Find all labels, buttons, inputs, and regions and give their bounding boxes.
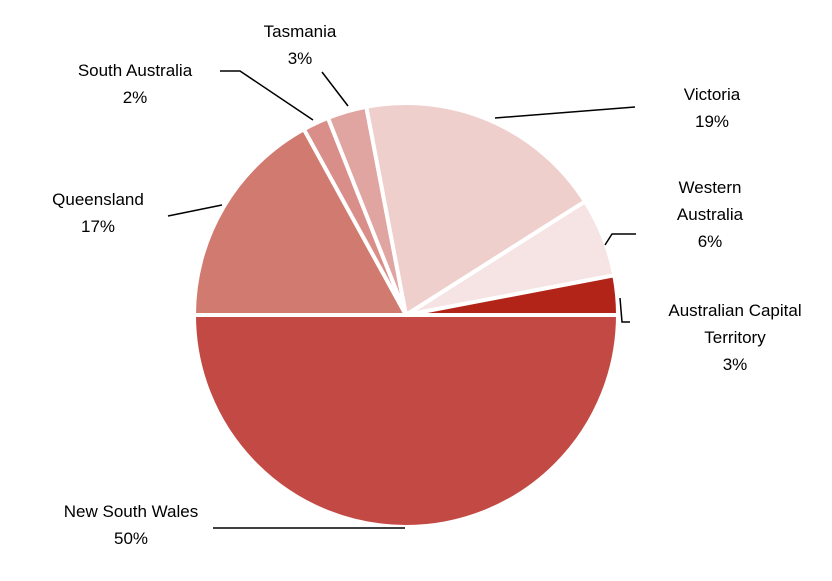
slice-label: Australian Capital Territory 3%: [650, 297, 820, 378]
value-label: 2%: [122, 88, 148, 107]
leader-line: [494, 106, 636, 119]
value-label: 3%: [722, 355, 748, 374]
pie-slice: [192, 127, 408, 317]
value-label: 3%: [287, 49, 313, 68]
slice-label: South Australia 2%: [45, 57, 225, 111]
category-name: South Australia: [77, 61, 193, 80]
slice-label: Western Australia 6%: [665, 174, 755, 255]
value-label: 19%: [694, 112, 730, 131]
category-name: New South Wales: [63, 502, 199, 521]
leader-line: [619, 297, 630, 323]
leader-line: [167, 204, 223, 217]
category-name: Australian Capital Territory: [668, 301, 802, 347]
category-name: Western Australia: [676, 178, 744, 224]
pie-slice: [192, 313, 620, 529]
leader-line: [321, 71, 349, 107]
value-label: 50%: [113, 529, 149, 548]
category-name: Victoria: [683, 85, 741, 104]
value-label: 6%: [697, 232, 723, 251]
leader-line: [220, 70, 314, 121]
slice-label: Victoria 19%: [652, 81, 772, 135]
category-name: Queensland: [52, 190, 144, 209]
pie-slice: [404, 273, 620, 317]
value-label: 17%: [80, 217, 116, 236]
pie-slice: [364, 101, 587, 317]
slice-label: Tasmania 3%: [240, 18, 360, 72]
slice-label: New South Wales 50%: [31, 498, 231, 552]
category-name: Tasmania: [263, 22, 337, 41]
leader-line: [604, 233, 636, 246]
slice-label: Queensland 17%: [18, 186, 178, 240]
